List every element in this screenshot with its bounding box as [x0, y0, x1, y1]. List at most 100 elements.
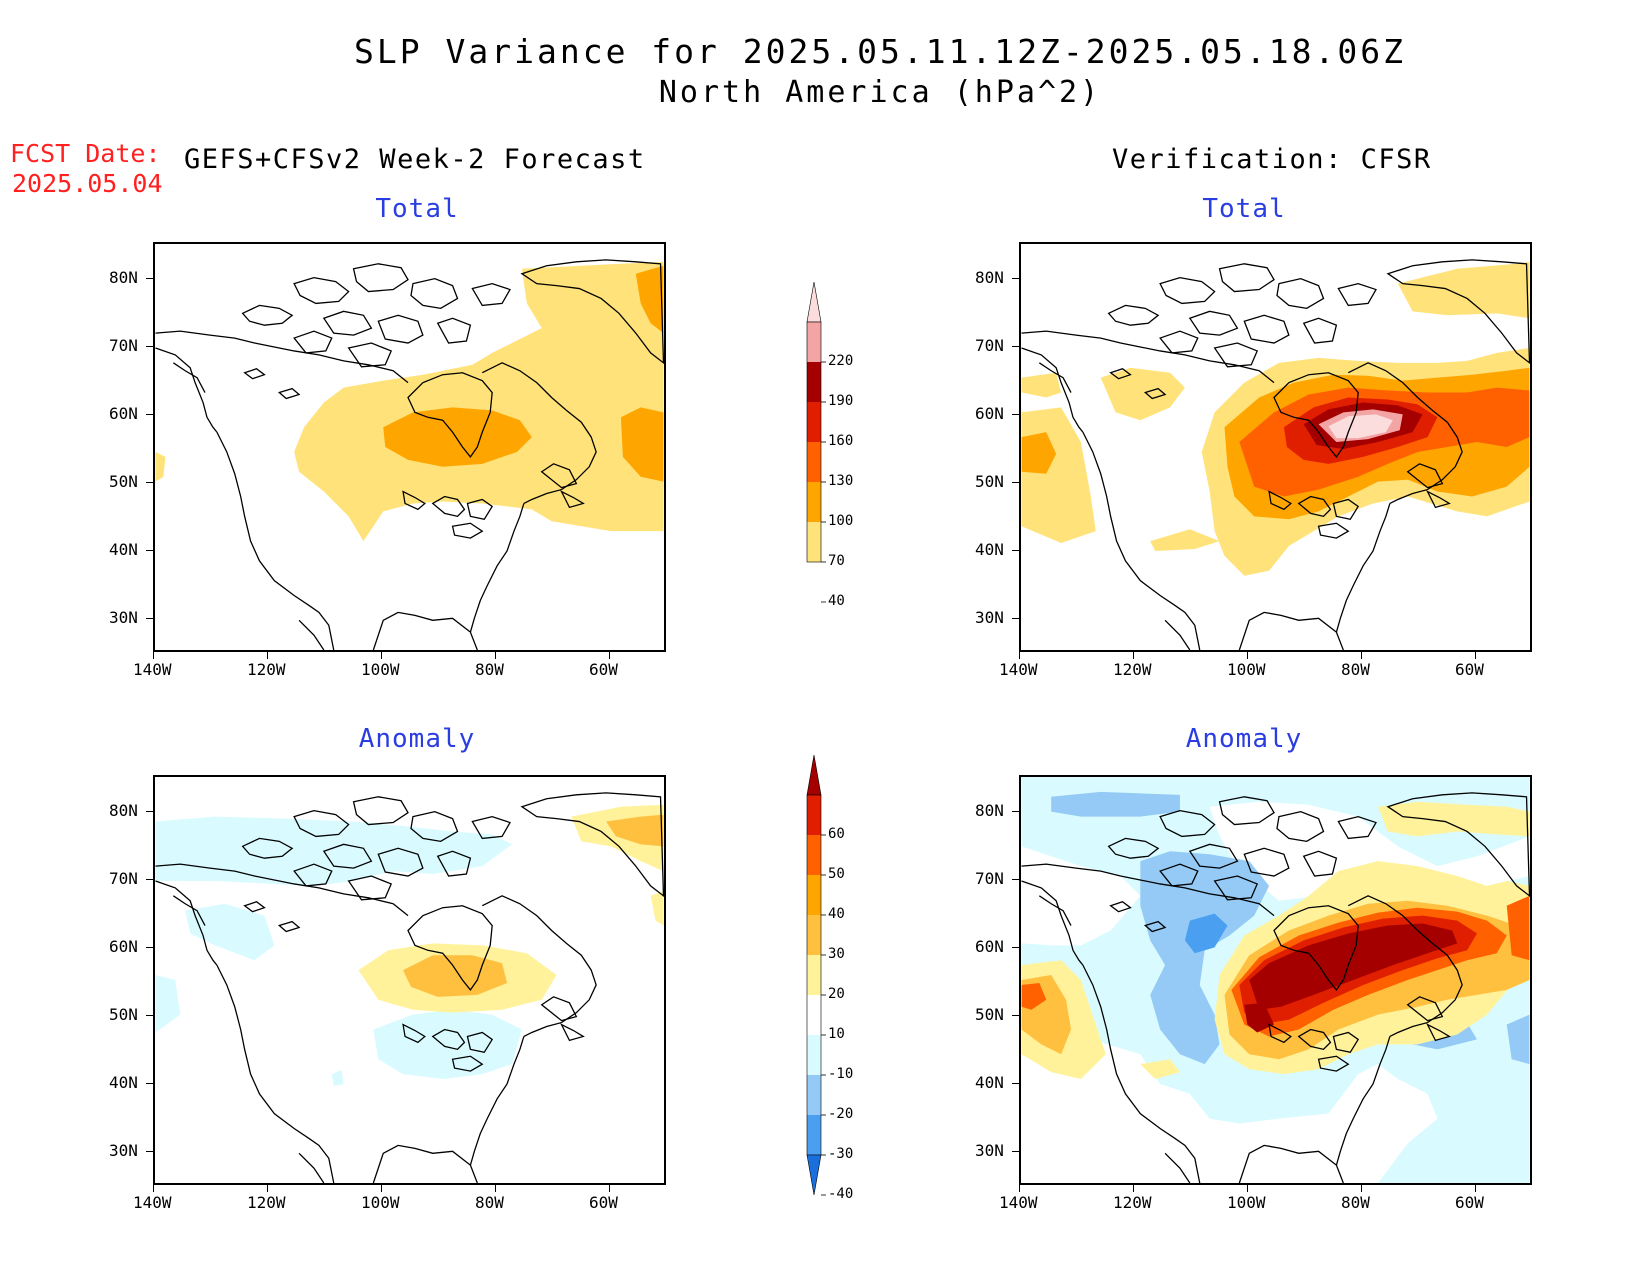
- lat-tick-label: 40N: [109, 540, 138, 559]
- lon-tick-mark: [153, 1185, 154, 1192]
- forecast-heading: GEFS+CFSv2 Week-2 Forecast: [184, 144, 646, 175]
- colorbar-level-label: 30: [828, 946, 845, 962]
- lon-tick-label: 140W: [133, 660, 172, 679]
- lon-tick-mark: [1361, 1185, 1362, 1192]
- colorbar-segment: [807, 1115, 821, 1155]
- lon-tick-label: 140W: [999, 1193, 1038, 1212]
- lon-tick-mark: [495, 1185, 496, 1192]
- colorbar-level-label: 40: [828, 906, 845, 922]
- lat-tick-mark: [146, 618, 153, 619]
- colorbar-segment: [807, 995, 821, 1035]
- lat-tick-label: 70N: [975, 869, 1004, 888]
- lat-tick-label: 50N: [975, 472, 1004, 491]
- colorbar-segment: [807, 482, 821, 522]
- lon-tick-label: 100W: [361, 1193, 400, 1212]
- verification-anomaly-title: Anomaly: [1185, 724, 1303, 754]
- lon-tick-mark: [267, 1185, 268, 1192]
- lon-tick-mark: [1133, 1185, 1134, 1192]
- verification-anomaly-map: [1019, 775, 1532, 1185]
- lon-tick-mark: [1475, 1185, 1476, 1192]
- colorbar-segment: [807, 795, 821, 835]
- colorbar-segment: [807, 402, 821, 442]
- colorbar-segment: [807, 1035, 821, 1075]
- verification-total-map: [1019, 242, 1532, 652]
- lon-tick-mark: [267, 652, 268, 659]
- colorbar-segment: [807, 955, 821, 995]
- lon-tick-mark: [381, 652, 382, 659]
- main-subtitle: North America (hPa^2): [658, 75, 1102, 110]
- lat-tick-mark: [146, 414, 153, 415]
- colorbar-level-label: 60: [828, 826, 845, 842]
- lat-tick-mark: [1012, 482, 1019, 483]
- lat-tick-mark: [1012, 550, 1019, 551]
- lon-tick-mark: [1019, 1185, 1020, 1192]
- lat-tick-label: 60N: [109, 937, 138, 956]
- lat-tick-label: 50N: [109, 472, 138, 491]
- verification-heading: Verification: CFSR: [1112, 144, 1432, 175]
- lat-tick-mark: [146, 482, 153, 483]
- lat-tick-label: 80N: [975, 268, 1004, 287]
- colorbar-top-triangle: [806, 755, 822, 796]
- lon-tick-mark: [495, 652, 496, 659]
- lat-tick-label: 60N: [975, 404, 1004, 423]
- colorbar-level-label: 40: [828, 593, 845, 609]
- lat-tick-mark: [1012, 414, 1019, 415]
- lat-tick-mark: [146, 278, 153, 279]
- lat-tick-mark: [1012, 1015, 1019, 1016]
- colorbar-level-label: 160: [828, 433, 854, 449]
- lon-tick-mark: [1247, 652, 1248, 659]
- lat-tick-label: 40N: [975, 1073, 1004, 1092]
- fcst-date-value: 2025.05.04: [12, 169, 163, 198]
- forecast-anomaly-map: [153, 775, 666, 1185]
- lat-tick-mark: [1012, 618, 1019, 619]
- colorbar-bottom-triangle: [806, 1154, 822, 1196]
- lat-tick-label: 40N: [109, 1073, 138, 1092]
- lat-tick-label: 70N: [109, 869, 138, 888]
- lon-tick-label: 80W: [1341, 1193, 1370, 1212]
- lat-tick-label: 80N: [109, 268, 138, 287]
- lon-tick-label: 140W: [133, 1193, 172, 1212]
- lon-tick-mark: [1361, 652, 1362, 659]
- lon-tick-label: 100W: [1227, 660, 1266, 679]
- colorbar-level-label: -10: [828, 1066, 854, 1082]
- lat-tick-label: 40N: [975, 540, 1004, 559]
- lat-tick-mark: [146, 346, 153, 347]
- colorbar-segment: [807, 835, 821, 875]
- main-title: SLP Variance for 2025.05.11.12Z-2025.05.…: [354, 32, 1406, 71]
- colorbar-segment: [807, 1075, 821, 1115]
- colorbar-segment: [807, 522, 821, 562]
- colorbar-level-label: -40: [828, 1186, 854, 1202]
- forecast-total-map: [153, 242, 666, 652]
- lon-tick-mark: [1247, 1185, 1248, 1192]
- lon-tick-label: 60W: [589, 660, 618, 679]
- colorbar-segment: [807, 362, 821, 402]
- forecast-anomaly-title: Anomaly: [358, 724, 476, 754]
- lon-tick-label: 60W: [1455, 660, 1484, 679]
- colorbar-total: [806, 282, 826, 603]
- lon-tick-label: 80W: [475, 1193, 504, 1212]
- lat-tick-mark: [146, 1151, 153, 1152]
- lon-tick-label: 120W: [247, 1193, 286, 1212]
- lat-tick-label: 30N: [109, 1141, 138, 1160]
- lon-tick-mark: [1019, 652, 1020, 659]
- lat-tick-mark: [146, 550, 153, 551]
- lat-tick-mark: [1012, 1151, 1019, 1152]
- lon-tick-mark: [381, 1185, 382, 1192]
- lat-tick-label: 70N: [975, 336, 1004, 355]
- colorbar-segment: [807, 915, 821, 955]
- lon-tick-label: 80W: [475, 660, 504, 679]
- lat-tick-mark: [146, 879, 153, 880]
- colorbar-level-label: 10: [828, 1026, 845, 1042]
- lon-tick-label: 120W: [1113, 660, 1152, 679]
- lat-tick-mark: [146, 1015, 153, 1016]
- lat-tick-label: 60N: [109, 404, 138, 423]
- colorbar-level-label: 190: [828, 393, 854, 409]
- lon-tick-label: 140W: [999, 660, 1038, 679]
- verification-total-title: Total: [1202, 194, 1286, 224]
- lon-tick-label: 60W: [1455, 1193, 1484, 1212]
- lat-tick-mark: [1012, 278, 1019, 279]
- lon-tick-mark: [609, 652, 610, 659]
- lat-tick-label: 30N: [109, 608, 138, 627]
- colorbar-level-label: 220: [828, 353, 854, 369]
- colorbar-level-label: -30: [828, 1146, 854, 1162]
